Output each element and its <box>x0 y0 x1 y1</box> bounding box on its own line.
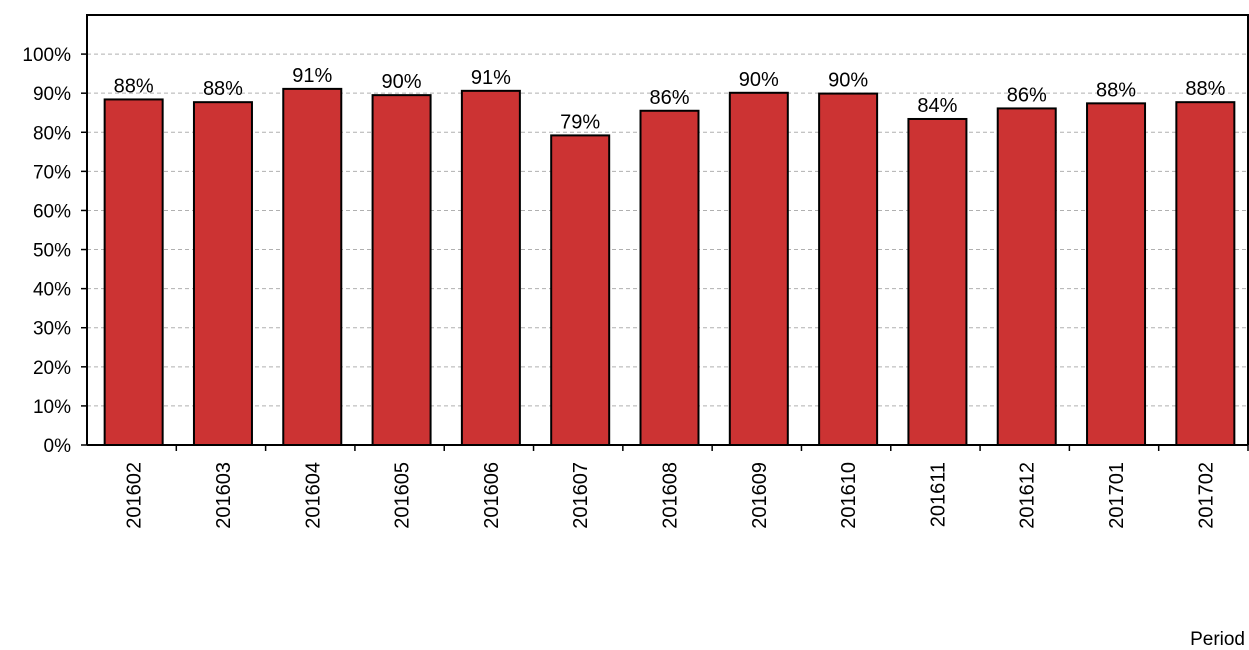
data-label: 86% <box>1007 84 1047 106</box>
bar <box>282 87 343 447</box>
plot-frame <box>86 14 1249 445</box>
y-tick-label: 10% <box>33 397 71 418</box>
x-tick-label: 201610 <box>838 462 860 529</box>
x-tick-label: 201608 <box>660 462 682 529</box>
data-label: 88% <box>203 78 243 100</box>
data-label: 90% <box>828 70 868 92</box>
bars <box>103 87 1236 447</box>
y-tick-label: 0% <box>44 436 72 457</box>
x-tick-label: 201701 <box>1106 462 1128 529</box>
bar <box>192 101 253 446</box>
x-tick-label: 201702 <box>1195 462 1217 529</box>
y-tick-label: 50% <box>33 241 71 262</box>
data-label: 86% <box>649 87 689 109</box>
x-tick-label: 201609 <box>749 462 771 529</box>
data-label: 88% <box>1096 79 1136 101</box>
y-tick-label: 80% <box>33 123 71 144</box>
bar <box>1175 101 1236 446</box>
y-tick-label: 60% <box>33 201 71 222</box>
axes: 0% 10% 20% 30% 40% 50% 60% 70% 80% 90% 100% 201602 2… <box>22 14 1249 529</box>
data-label: 90% <box>739 69 779 91</box>
bar <box>103 98 164 446</box>
bar <box>818 92 879 446</box>
x-tick-label: 201607 <box>570 462 592 529</box>
x-tick-label: 201605 <box>392 462 414 529</box>
bar <box>460 89 521 446</box>
x-axis-title: Period <box>1190 629 1245 650</box>
x-tick-label: 201604 <box>302 462 324 529</box>
bar <box>639 109 700 446</box>
y-tick-label: 90% <box>33 84 71 105</box>
bar <box>907 117 968 447</box>
bar <box>550 134 611 446</box>
y-tick-label: 100% <box>22 45 71 66</box>
x-tick-label: 201612 <box>1017 462 1039 529</box>
x-tick-label: 201606 <box>481 462 503 529</box>
data-label: 88% <box>1185 78 1225 100</box>
data-label: 91% <box>471 67 511 89</box>
bar <box>728 91 789 446</box>
bar <box>371 94 432 447</box>
x-tick-label: 201611 <box>927 462 949 527</box>
y-tick-label: 40% <box>33 280 71 301</box>
y-tick-label: 20% <box>33 358 71 379</box>
data-labels: 88% 88% 91% 90% 91% 79% 86% 90% 90% 84% 86% 88% 88% <box>114 65 1226 134</box>
bar <box>1086 102 1147 446</box>
data-label: 84% <box>917 95 957 117</box>
data-label: 79% <box>560 111 600 133</box>
y-tick-label: 30% <box>33 319 71 340</box>
bar <box>996 107 1057 446</box>
data-label: 91% <box>292 65 332 87</box>
x-tick-label: 201602 <box>124 462 146 529</box>
x-tick-label: 201603 <box>213 462 235 529</box>
data-label: 90% <box>382 71 422 93</box>
y-tick-label: 70% <box>33 162 71 183</box>
data-label: 88% <box>114 75 154 97</box>
